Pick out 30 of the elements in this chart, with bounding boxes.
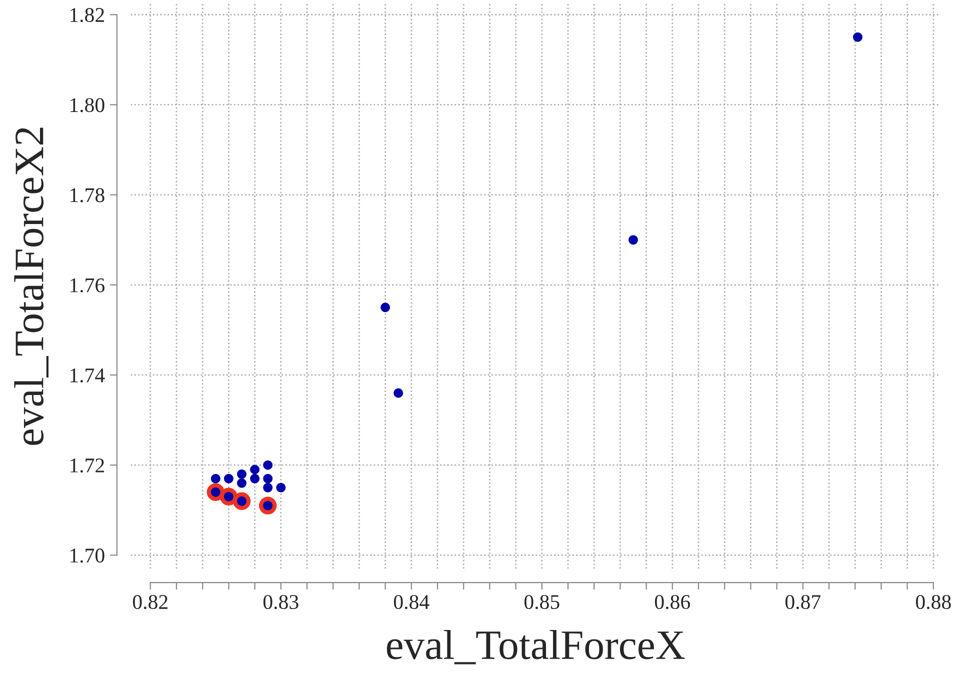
x-tick-label: 0.86 [654,594,690,610]
point [263,474,273,484]
point [237,478,246,488]
y-tick-label: 1.78 [70,188,104,202]
y-tick-label: 1.80 [70,98,104,112]
point [263,460,273,470]
point [380,302,390,312]
y-tick-label: 1.82 [70,8,104,22]
point [250,474,260,484]
point [224,474,234,484]
y-tick-label: 1.76 [70,278,104,292]
x-tick-label: 0.85 [524,594,560,610]
point [210,474,220,484]
point [263,482,273,492]
point [394,388,404,398]
x-axis-title: eval_TotalForceX [386,630,685,664]
x-tick-label: 0.87 [785,594,821,610]
point [852,32,862,42]
point [276,482,286,492]
x-tick-label: 0.88 [916,594,951,610]
point [237,469,246,479]
x-tick-label: 0.82 [132,594,168,610]
y-tick-label: 1.70 [70,548,104,563]
x-tick-label: 0.83 [263,594,298,610]
point [628,235,638,245]
point [250,464,260,474]
y-tick-label: 1.72 [70,458,104,473]
y-axis-title: eval_TotalForceX2 [14,128,48,445]
x-tick-label: 0.84 [394,594,430,610]
y-tick-label: 1.74 [70,368,105,383]
